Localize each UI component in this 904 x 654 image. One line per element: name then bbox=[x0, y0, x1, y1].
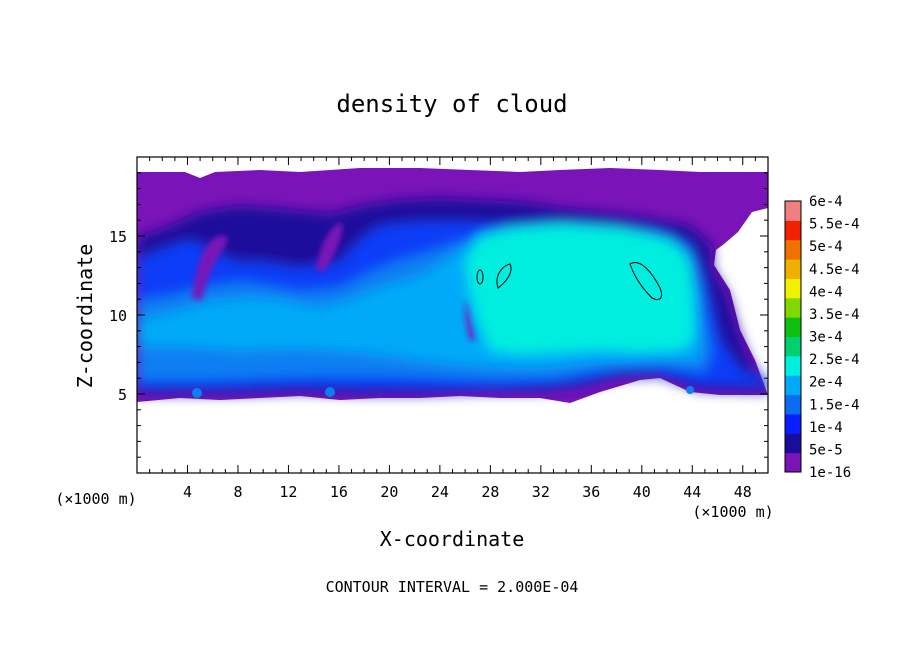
y-tick-label: 5 bbox=[118, 386, 127, 404]
colorbar-label: 5e-4 bbox=[809, 239, 843, 255]
x-axis: 4 8 12 16 20 24 28 32 36 40 44 48 bbox=[149, 157, 756, 501]
colorbar-swatch bbox=[785, 220, 801, 241]
colorbar-swatch bbox=[785, 375, 801, 396]
contour-interval: CONTOUR INTERVAL = 2.000E-04 bbox=[326, 578, 579, 596]
filament-left bbox=[192, 235, 228, 300]
colorbar-swatch bbox=[785, 355, 801, 376]
colorbar-label: 1.5e-4 bbox=[809, 397, 860, 413]
colorbar-label: 5e-5 bbox=[809, 442, 843, 458]
x-tick-label: 8 bbox=[233, 483, 242, 501]
colorbar-swatch bbox=[785, 201, 801, 221]
base-blob bbox=[325, 387, 335, 397]
colorbar-label: 5.5e-4 bbox=[809, 217, 860, 233]
colorbar-swatch bbox=[785, 433, 801, 454]
colorbar-label: 4e-4 bbox=[809, 284, 843, 300]
x-tick-label: 28 bbox=[481, 483, 499, 501]
colorbar-swatch bbox=[785, 452, 801, 473]
colorbar-label: 6e-4 bbox=[809, 194, 843, 210]
colorbar-swatch bbox=[785, 259, 801, 279]
colorbar: 1e-16 5e-5 1e-4 1.5e-4 2e-4 2.5e-4 3e-4 3.5e-4 4… bbox=[784, 194, 860, 481]
colorbar-label: 3e-4 bbox=[809, 330, 843, 346]
base-blob bbox=[192, 388, 202, 398]
colorbar-frame bbox=[784, 200, 802, 473]
colorbar-label: 2e-4 bbox=[809, 375, 843, 391]
colorbar-label: 1e-16 bbox=[809, 465, 851, 481]
colorbar-label: 4.5e-4 bbox=[809, 262, 860, 278]
base-blob bbox=[686, 386, 694, 394]
colorbar-swatch bbox=[785, 394, 801, 415]
colorbar-label: 1e-4 bbox=[809, 420, 843, 436]
colorbar-label: 2.5e-4 bbox=[809, 352, 860, 368]
y-tick-label: 15 bbox=[109, 228, 127, 246]
colorbar-label: 3.5e-4 bbox=[809, 307, 860, 323]
cyan-core bbox=[465, 224, 694, 354]
y-axis: 5 10 15 bbox=[109, 172, 768, 458]
y-tick-label: 10 bbox=[109, 307, 127, 325]
x-tick-label: 36 bbox=[582, 483, 600, 501]
colorbar-swatch bbox=[785, 336, 801, 357]
colorbar-swatch bbox=[785, 413, 801, 434]
filament-core bbox=[465, 300, 476, 340]
density-field bbox=[137, 168, 768, 403]
x-unit-label: (×1000 m) bbox=[692, 503, 773, 521]
x-tick-label: 32 bbox=[532, 483, 550, 501]
filament-mid bbox=[316, 222, 343, 272]
x-tick-label: 48 bbox=[734, 483, 752, 501]
contour-line bbox=[496, 263, 512, 289]
x-tick-label: 16 bbox=[330, 483, 348, 501]
x-tick-label: 40 bbox=[633, 483, 651, 501]
contour-line bbox=[476, 269, 484, 285]
x-tick-label: 4 bbox=[183, 483, 192, 501]
colorbar-swatch bbox=[785, 239, 801, 260]
contour-line bbox=[629, 262, 663, 301]
x-axis-label: X-coordinate bbox=[380, 527, 525, 551]
y-axis-label: Z-coordinate bbox=[73, 244, 97, 389]
y-unit-label: (×1000 m) bbox=[55, 490, 136, 508]
colorbar-swatch bbox=[785, 297, 801, 318]
x-tick-label: 20 bbox=[380, 483, 398, 501]
chart-title: density of cloud bbox=[336, 90, 567, 118]
x-tick-label: 24 bbox=[431, 483, 449, 501]
x-tick-label: 44 bbox=[683, 483, 701, 501]
x-tick-label: 12 bbox=[279, 483, 297, 501]
colorbar-swatch bbox=[785, 278, 801, 299]
colorbar-swatch bbox=[785, 317, 801, 337]
